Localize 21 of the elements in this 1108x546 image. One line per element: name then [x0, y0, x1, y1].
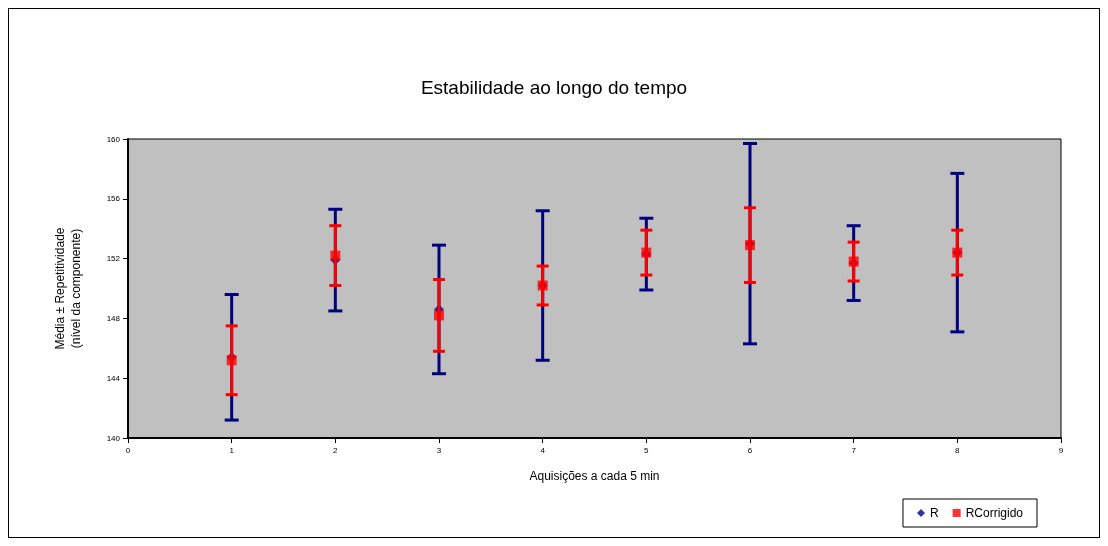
x-axis-title: Aquisições a cada 5 min	[529, 469, 660, 483]
x-tick-label: 0	[125, 445, 131, 455]
x-tick-label: 3	[436, 445, 442, 455]
x-tick-label: 9	[1058, 445, 1064, 455]
x-tick-label: 8	[955, 445, 961, 455]
x-tick-label: 6	[747, 445, 753, 455]
y-tick-label: 156	[106, 194, 121, 204]
legend-label: R	[929, 506, 939, 520]
x-tick-label: 1	[229, 445, 235, 455]
legend-label: RCorrigido	[965, 506, 1024, 520]
chart-title: Estabilidade ao longo do tempo	[420, 77, 688, 98]
y-tick-label: 140	[106, 433, 121, 443]
x-tick-label: 4	[540, 445, 546, 455]
x-tick-label: 2	[333, 445, 339, 455]
y-tick-label: 152	[106, 254, 121, 264]
y-axis-title: Média ± Repetitividade (nível da componente)	[53, 227, 83, 350]
x-tick-label: 7	[851, 445, 857, 455]
x-tick-label: 5	[644, 445, 650, 455]
y-tick-label: 144	[106, 373, 121, 383]
y-tick-label: 148	[106, 313, 121, 323]
y-tick-label: 160	[106, 134, 121, 144]
